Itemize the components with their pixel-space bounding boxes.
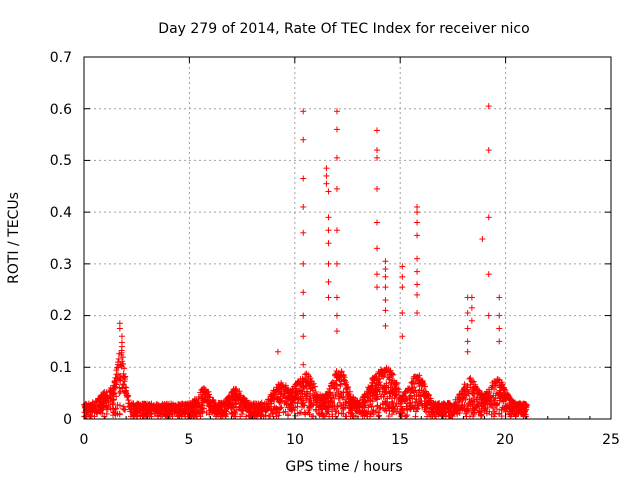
background-point	[498, 381, 505, 388]
background-point	[299, 401, 306, 408]
background-point	[292, 381, 299, 388]
background-point	[322, 391, 329, 398]
background-point	[305, 399, 312, 406]
background-point	[481, 407, 488, 414]
background-point	[333, 382, 340, 389]
background-point	[407, 406, 414, 413]
background-point	[463, 413, 470, 420]
background-point	[338, 368, 345, 375]
background-point	[492, 381, 499, 388]
background-point	[121, 406, 128, 413]
background-point	[425, 409, 432, 416]
data-points	[81, 103, 530, 420]
background-point	[393, 400, 400, 407]
background-point	[337, 390, 344, 397]
background-point	[501, 385, 508, 392]
background-point	[326, 413, 333, 420]
background-point	[120, 370, 127, 377]
background-point	[118, 351, 125, 358]
background-point	[389, 411, 396, 418]
background-point	[197, 413, 204, 420]
background-point	[306, 403, 313, 410]
background-point	[305, 406, 312, 413]
background-point	[285, 411, 292, 418]
background-point	[336, 399, 343, 406]
background-point	[462, 410, 469, 417]
background-point	[229, 389, 236, 396]
grid-lines	[84, 57, 611, 419]
background-point	[409, 380, 416, 387]
background-point	[390, 408, 397, 415]
background-point	[109, 401, 116, 408]
background-point	[478, 412, 485, 419]
background-point	[306, 411, 313, 418]
background-point	[119, 385, 126, 392]
background-point	[120, 405, 127, 412]
background-point	[89, 400, 96, 407]
background-point	[387, 379, 394, 386]
background-point	[390, 407, 397, 414]
background-point	[258, 413, 265, 420]
background-point	[300, 382, 307, 389]
background-point	[116, 384, 123, 391]
background-point	[117, 362, 124, 369]
background-point	[298, 409, 305, 416]
background-point	[373, 394, 380, 401]
